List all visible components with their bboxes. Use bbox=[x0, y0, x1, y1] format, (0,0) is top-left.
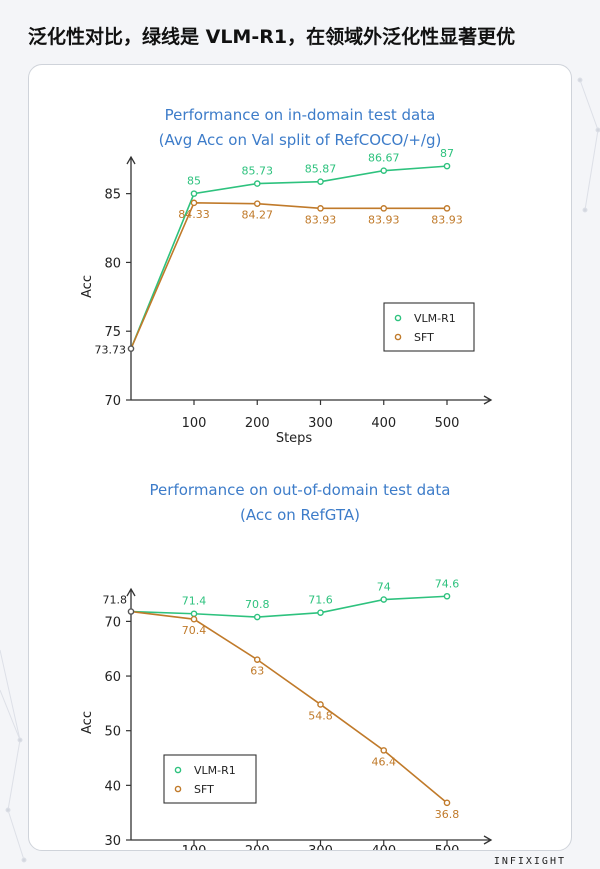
out-of-domain-sft-point bbox=[253, 656, 261, 663]
in-domain-start-point bbox=[127, 345, 135, 352]
in-domain-vlm-r1-point bbox=[190, 190, 198, 197]
out-of-domain-y-tick-label: 70 bbox=[104, 615, 121, 630]
in-domain-sft-point bbox=[317, 205, 324, 212]
in-domain-sft-point bbox=[253, 200, 261, 207]
in-domain-legend-sft-label: SFT bbox=[414, 331, 434, 344]
out-of-domain-title: Performance on out-of-domain test data bbox=[150, 481, 451, 499]
out-of-domain-x-tick-label: 500 bbox=[435, 844, 460, 850]
in-domain-sft-data-label: 83.93 bbox=[431, 213, 463, 226]
in-domain-legend-box bbox=[383, 302, 475, 352]
in-domain-x-tick-label: 300 bbox=[308, 416, 333, 431]
out-of-domain-y-tick-label: 50 bbox=[104, 725, 121, 740]
in-domain-y-tick-label: 80 bbox=[104, 256, 121, 271]
out-of-domain-sft-data-label: 46.4 bbox=[372, 755, 397, 768]
in-domain-vlm-r1-data-label: 86.67 bbox=[368, 152, 400, 165]
in-domain-x-tick-label: 200 bbox=[245, 416, 270, 431]
out-of-domain-x-arrow-icon bbox=[483, 835, 493, 845]
in-domain-sft-data-label: 84.27 bbox=[242, 209, 274, 222]
out-of-domain-sft-data-label: 63 bbox=[250, 665, 264, 678]
out-of-domain-x-tick-label: 300 bbox=[308, 844, 333, 850]
in-domain-sft-point bbox=[190, 199, 198, 207]
out-of-domain-x-tick-label: 200 bbox=[245, 844, 270, 850]
out-of-domain-vlm-r1-data-label: 70.8 bbox=[245, 598, 270, 611]
out-of-domain-vlm-r1-point bbox=[443, 592, 451, 600]
out-of-domain-start-label: 71.8 bbox=[103, 594, 128, 607]
out-of-domain-sft-data-label: 70.4 bbox=[182, 624, 207, 637]
in-domain-sft-data-label: 83.93 bbox=[368, 213, 400, 226]
out-of-domain-legend-box bbox=[163, 754, 257, 804]
out-of-domain-vlm-r1-data-label: 74.6 bbox=[435, 577, 460, 590]
in-domain-title: Performance on in-domain test data bbox=[165, 106, 436, 124]
out-of-domain-x-tick-label: 400 bbox=[371, 844, 396, 850]
in-domain-y-tick-label: 70 bbox=[104, 394, 121, 409]
in-domain-sft-data-label: 83.93 bbox=[305, 213, 337, 226]
out-of-domain-vlm-r1-data-label: 71.6 bbox=[308, 594, 333, 607]
in-domain-vlm-r1-line bbox=[130, 165, 448, 349]
in-domain-vlm-r1-point bbox=[253, 180, 261, 187]
in-domain-x-arrow-icon bbox=[483, 395, 493, 405]
in-domain-chart: Performance on in-domain test data (Avg A… bbox=[80, 106, 493, 446]
in-domain-vlm-r1-point bbox=[317, 178, 324, 185]
chart-card: Performance on in-domain test data (Avg A… bbox=[28, 64, 572, 851]
out-of-domain-legend-sft-label: SFT bbox=[194, 783, 214, 796]
in-domain-vlm-r1-data-label: 85 bbox=[187, 175, 201, 188]
page-headline: 泛化性对比，绿线是 VLM-R1，在领域外泛化性显著更优 bbox=[28, 26, 516, 48]
in-domain-y-tick-label: 75 bbox=[104, 325, 121, 340]
brand-logo: INFIXIGHT bbox=[493, 856, 566, 867]
out-of-domain-vlm-r1-line bbox=[130, 595, 448, 618]
in-domain-x-label: Steps bbox=[276, 431, 313, 446]
in-domain-sft-point bbox=[443, 205, 451, 212]
in-domain-sft-point bbox=[380, 205, 388, 212]
out-of-domain-subtitle: (Acc on RefGTA) bbox=[240, 506, 360, 524]
out-of-domain-chart: Performance on out-of-domain test data (A… bbox=[80, 481, 493, 850]
out-of-domain-sft-line bbox=[130, 610, 448, 804]
in-domain-legend-vlm-r1-label: VLM-R1 bbox=[414, 312, 456, 325]
in-domain-y-arrow-icon bbox=[126, 155, 136, 165]
in-domain-legend-sft-marker bbox=[394, 333, 402, 341]
out-of-domain-vlm-r1-data-label: 74 bbox=[377, 581, 391, 594]
out-of-domain-vlm-r1-point bbox=[253, 613, 261, 621]
in-domain-legend-vlm-r1-marker bbox=[394, 314, 402, 322]
in-domain-vlm-r1-data-label: 87 bbox=[440, 147, 454, 160]
out-of-domain-sft-point bbox=[190, 615, 198, 623]
out-of-domain-sft-data-label: 54.8 bbox=[308, 709, 333, 722]
in-domain-y-label: Acc bbox=[80, 275, 95, 298]
out-of-domain-x-tick-label: 100 bbox=[182, 844, 207, 850]
out-of-domain-sft-point bbox=[443, 799, 451, 807]
out-of-domain-y-tick-label: 40 bbox=[104, 779, 121, 794]
in-domain-y-tick-label: 85 bbox=[104, 188, 121, 203]
in-domain-vlm-r1-point bbox=[380, 167, 388, 174]
out-of-domain-legend-sft-marker bbox=[174, 785, 182, 793]
in-domain-vlm-r1-data-label: 85.87 bbox=[305, 163, 337, 176]
out-of-domain-y-arrow-icon bbox=[126, 587, 136, 597]
out-of-domain-sft-data-label: 36.8 bbox=[435, 808, 460, 821]
in-domain-x-tick-label: 500 bbox=[435, 416, 460, 431]
out-of-domain-sft-point bbox=[317, 701, 324, 708]
out-of-domain-start-point bbox=[127, 608, 135, 615]
in-domain-x-tick-label: 400 bbox=[371, 416, 396, 431]
in-domain-subtitle: (Avg Acc on Val split of RefCOCO/+/g) bbox=[159, 131, 442, 149]
in-domain-sft-data-label: 84.33 bbox=[178, 208, 210, 221]
out-of-domain-sft-point bbox=[380, 747, 388, 754]
in-domain-vlm-r1-point bbox=[443, 162, 451, 170]
out-of-domain-y-tick-label: 30 bbox=[104, 834, 121, 849]
out-of-domain-legend-vlm-r1-label: VLM-R1 bbox=[194, 764, 236, 777]
out-of-domain-vlm-r1-point bbox=[317, 609, 324, 616]
out-of-domain-y-tick-label: 60 bbox=[104, 670, 121, 685]
in-domain-start-label: 73.73 bbox=[95, 344, 127, 357]
out-of-domain-y-label: Acc bbox=[80, 711, 95, 734]
in-domain-sft-line bbox=[130, 202, 447, 350]
out-of-domain-legend-vlm-r1-marker bbox=[174, 766, 182, 774]
in-domain-vlm-r1-data-label: 85.73 bbox=[242, 165, 274, 178]
out-of-domain-vlm-r1-point bbox=[190, 610, 198, 618]
out-of-domain-vlm-r1-point bbox=[380, 596, 388, 603]
in-domain-x-tick-label: 100 bbox=[182, 416, 207, 431]
out-of-domain-vlm-r1-data-label: 71.4 bbox=[182, 595, 207, 608]
